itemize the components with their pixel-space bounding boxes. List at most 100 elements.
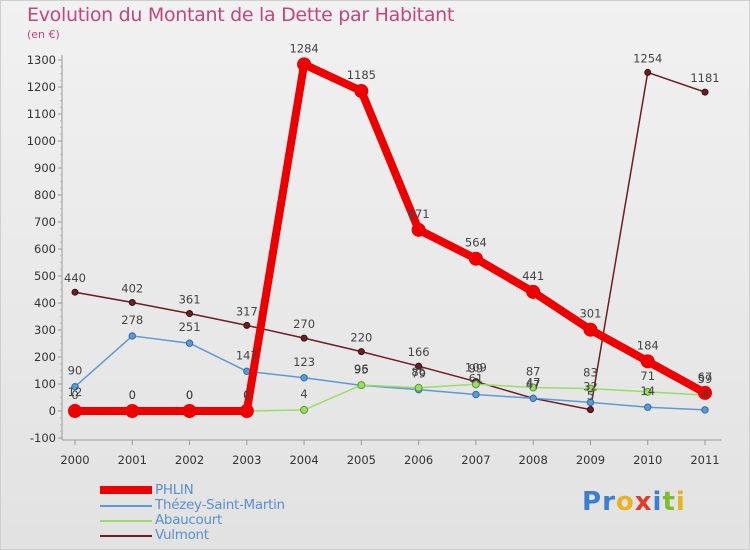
data-label: 1185	[347, 68, 376, 82]
data-point	[71, 288, 79, 296]
y-tick-label: 1100	[27, 107, 56, 121]
data-point	[640, 354, 655, 369]
data-label: 12	[68, 385, 83, 399]
data-label: 270	[293, 317, 315, 331]
legend-label: Abaucourt	[155, 512, 223, 528]
series-line-3	[74, 71, 706, 411]
data-label: 220	[350, 331, 372, 345]
data-label: 67	[698, 370, 713, 384]
data-point	[586, 398, 595, 407]
data-label: 5	[587, 389, 594, 403]
x-tick-label: 2007	[461, 453, 490, 467]
data-label: 86	[411, 365, 426, 379]
series-line-0	[71, 60, 709, 415]
legend-label: PHLIN	[155, 482, 194, 498]
data-label: 0	[243, 388, 250, 402]
data-label: 564	[465, 236, 487, 250]
data-point	[357, 381, 366, 390]
data-label: 441	[522, 269, 544, 283]
data-label: 87	[526, 365, 541, 379]
x-tick-label: 2000	[60, 453, 89, 467]
data-label: 166	[408, 345, 430, 359]
data-labels: 0 0 0 0128411856715644413011846790278251147…	[64, 41, 720, 402]
data-label: 14	[640, 384, 655, 398]
data-label: 83	[583, 366, 598, 380]
data-label: 4	[701, 387, 708, 401]
y-tick-label: 600	[34, 242, 56, 256]
x-tick-label: 2008	[519, 453, 548, 467]
y-tick-label: 100	[34, 377, 56, 391]
data-point	[583, 322, 598, 337]
data-label: 0	[243, 388, 250, 402]
data-point	[526, 284, 541, 299]
data-point	[300, 334, 308, 342]
logo-letter: x	[634, 487, 653, 517]
y-axis-ticks: -100 0 100 200 300 400 500 600 700 800 900 1000 1100…	[27, 53, 62, 445]
legend-label: Vulmont	[155, 527, 209, 543]
data-point	[644, 403, 652, 411]
data-point	[128, 332, 136, 340]
data-label: 301	[579, 307, 601, 321]
data-point	[354, 84, 369, 99]
data-label: 90	[68, 364, 83, 378]
logo-letter: i	[675, 487, 686, 517]
logo-letter: r	[602, 487, 616, 517]
data-label: 99	[469, 361, 484, 375]
data-point	[411, 222, 426, 237]
data-point	[529, 394, 537, 403]
data-point	[643, 387, 652, 396]
y-tick-label: 700	[34, 215, 56, 229]
data-point	[128, 298, 136, 306]
chart-title: Evolution du Montant de la Dette par Hab…	[27, 4, 455, 26]
data-point	[357, 348, 365, 356]
data-point	[300, 405, 309, 414]
data-point	[471, 380, 480, 389]
data-label: 59	[698, 372, 713, 386]
x-tick-label: 2009	[576, 453, 605, 467]
y-tick-label: 300	[34, 323, 56, 337]
x-tick-label: 2001	[118, 453, 147, 467]
data-label: 123	[293, 355, 315, 369]
data-label: 71	[640, 369, 655, 383]
data-point	[586, 406, 594, 414]
series-line-1	[74, 335, 706, 411]
data-label: 0	[129, 388, 136, 402]
data-point	[472, 390, 480, 399]
data-label: 0	[129, 388, 136, 402]
y-tick-label: -100	[30, 431, 56, 445]
proxiti-logo: Proxiti	[582, 487, 686, 517]
data-label: 47	[526, 377, 541, 391]
x-tick-label: 2002	[175, 453, 204, 467]
data-point	[297, 57, 312, 72]
logo-letter: i	[652, 487, 663, 517]
data-label: 278	[121, 313, 143, 327]
data-label: 147	[236, 348, 258, 362]
data-label: 0	[186, 388, 193, 402]
data-point	[468, 251, 483, 266]
x-axis-ticks: 2000 2001 2002 2003 2004 2005 2006 2007 2008 2009…	[60, 440, 720, 467]
unit-label: (en €)	[27, 28, 60, 41]
series-line-2	[74, 383, 706, 412]
data-point	[186, 310, 194, 318]
data-point	[586, 384, 595, 393]
data-point	[698, 385, 712, 400]
data-label: 0	[186, 388, 193, 402]
data-label: 402	[121, 281, 143, 295]
data-point	[529, 383, 538, 392]
data-point	[701, 88, 709, 96]
legend-swatch-vulmont	[100, 535, 152, 537]
data-label: 32	[583, 379, 598, 393]
legend-swatch-thezey	[100, 505, 152, 507]
y-tick-label: 900	[34, 161, 56, 175]
data-label: 1181	[690, 71, 719, 85]
y-tick-label: 0	[49, 404, 56, 418]
legend-swatch-abaucourt	[100, 520, 152, 522]
logo-letter: t	[662, 487, 676, 517]
data-point	[68, 404, 82, 418]
y-tick-label: 800	[34, 188, 56, 202]
data-label: 184	[637, 338, 659, 352]
data-point	[701, 406, 709, 414]
data-point	[125, 404, 140, 418]
data-label: 317	[236, 304, 258, 318]
data-label: 47	[526, 375, 541, 389]
